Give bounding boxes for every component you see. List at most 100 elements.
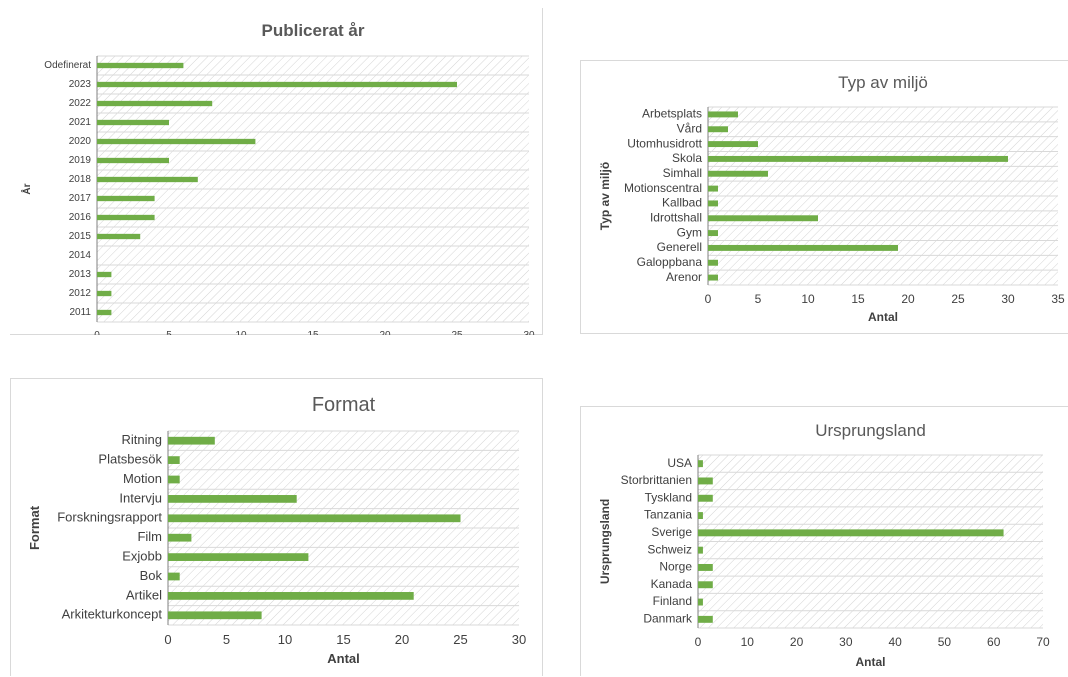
bar: [168, 533, 192, 542]
bar: [168, 553, 309, 561]
bar: [97, 214, 155, 221]
chart-svg: USA Storbrittanien Tyskland Tanzania Sverige…: [598, 421, 1050, 669]
bar: [698, 615, 713, 623]
x-tick-label: 30: [512, 632, 526, 647]
chart-ursprungsland: USA Storbrittanien Tyskland Tanzania Sverige…: [580, 406, 1068, 676]
bar: [708, 126, 728, 133]
category-label: Motionscentral: [624, 181, 702, 195]
x-axis-label: Antal: [327, 651, 360, 666]
x-tick-label: 0: [695, 635, 702, 649]
x-tick-label: 50: [938, 635, 952, 649]
bar: [168, 456, 180, 464]
chart-svg: Odefinerat 2023 2022 2021 2020 2019 2018 2017 20…: [20, 21, 535, 335]
bar: [168, 436, 215, 445]
category-label: Exjobb: [122, 549, 162, 564]
x-tick-label: 10: [278, 632, 292, 647]
x-tick-label: 0: [164, 632, 171, 647]
x-tick-label: 10: [801, 292, 815, 306]
category-label: Gym: [677, 225, 702, 239]
category-label: Odefinerat: [44, 60, 91, 71]
bar: [97, 309, 112, 316]
chart-publicerat-ar: Odefinerat 2023 2022 2021 2020 2019 2018 2017 20…: [10, 8, 543, 335]
chart-title: Typ av miljö: [838, 73, 928, 92]
chart-typ-av-miljo: Arbetsplats Vård Utomhusidrott Skola Simhall…: [580, 60, 1068, 334]
y-axis-label: Format: [27, 505, 42, 550]
x-tick-label: 20: [790, 635, 804, 649]
bar: [168, 475, 180, 484]
x-tick-label: 20: [901, 292, 915, 306]
x-tick-label: 15: [336, 632, 350, 647]
bar: [708, 200, 718, 207]
bar: [97, 195, 155, 202]
bar: [97, 157, 169, 164]
bar: [708, 141, 758, 148]
category-label: Arenor: [666, 270, 702, 284]
category-label: 2020: [69, 136, 92, 147]
x-tick-label: 5: [166, 330, 172, 335]
x-tick-label: 10: [741, 635, 755, 649]
bar: [708, 230, 718, 237]
category-label: 2012: [69, 288, 92, 299]
category-label: Norge: [659, 560, 692, 574]
category-label: 2011: [69, 307, 91, 318]
category-label: Simhall: [663, 166, 702, 180]
x-tick-label: 60: [987, 635, 1001, 649]
bar: [708, 215, 818, 222]
category-label: Arbetsplats: [642, 107, 702, 121]
bar: [168, 495, 297, 503]
bar: [708, 111, 738, 118]
category-label: 2018: [69, 174, 92, 185]
bar: [698, 477, 713, 485]
category-label: Arkitekturkoncept: [62, 607, 163, 622]
category-label: Idrottshall: [650, 210, 702, 224]
category-label: Sverige: [651, 525, 692, 539]
category-label: Kallbad: [662, 196, 702, 210]
x-tick-label: 30: [1001, 292, 1015, 306]
x-tick-label: 20: [379, 330, 391, 335]
x-axis-label: Antal: [856, 655, 886, 669]
bar: [708, 185, 718, 192]
bar: [97, 81, 457, 88]
x-tick-label: 10: [235, 330, 247, 335]
chart-title: Publicerat år: [262, 21, 365, 40]
bar: [97, 100, 213, 107]
category-label: 2017: [69, 193, 92, 204]
bar: [168, 592, 414, 600]
category-label: Schweiz: [647, 542, 692, 556]
bar: [97, 176, 198, 183]
chart-title: Format: [312, 394, 376, 416]
category-label: Ritning: [122, 432, 162, 447]
bar: [698, 529, 1004, 537]
x-tick-label: 30: [523, 330, 535, 335]
category-label: Tanzania: [644, 508, 692, 522]
x-tick-label: 35: [1051, 292, 1065, 306]
bar: [168, 514, 461, 523]
x-tick-label: 5: [755, 292, 762, 306]
x-tick-label: 0: [705, 292, 712, 306]
bar: [708, 155, 1008, 162]
bar: [698, 581, 713, 589]
x-tick-label: 25: [951, 292, 965, 306]
x-axis-label: Antal: [868, 310, 898, 324]
category-label: 2013: [69, 269, 92, 280]
bar: [97, 62, 184, 69]
x-tick-label: 5: [223, 632, 230, 647]
chart-svg: ArbetsplatsVårdUtomhusidrottSkolaSimhall…: [598, 73, 1065, 324]
x-tick-label: 25: [451, 330, 463, 335]
category-label: Artikel: [126, 587, 162, 602]
bar: [708, 274, 718, 281]
category-label: Generell: [657, 240, 702, 254]
bar: [698, 494, 713, 502]
x-tick-label: 20: [395, 632, 409, 647]
bar: [97, 271, 112, 278]
bar: [708, 259, 718, 266]
category-label: USA: [667, 456, 692, 470]
category-label: Galoppbana: [637, 255, 703, 269]
category-label: Skola: [672, 151, 702, 165]
category-label: Vård: [677, 121, 702, 135]
category-label: 2023: [69, 79, 92, 90]
category-label: 2019: [69, 155, 92, 166]
x-tick-label: 70: [1036, 635, 1050, 649]
chart-svg: Ritning Platsbesök Motion Intervju Forskning…: [27, 394, 526, 666]
category-label: 2016: [69, 212, 92, 223]
